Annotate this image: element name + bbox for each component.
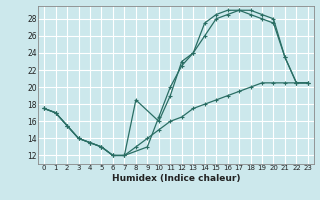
X-axis label: Humidex (Indice chaleur): Humidex (Indice chaleur) (112, 174, 240, 183)
